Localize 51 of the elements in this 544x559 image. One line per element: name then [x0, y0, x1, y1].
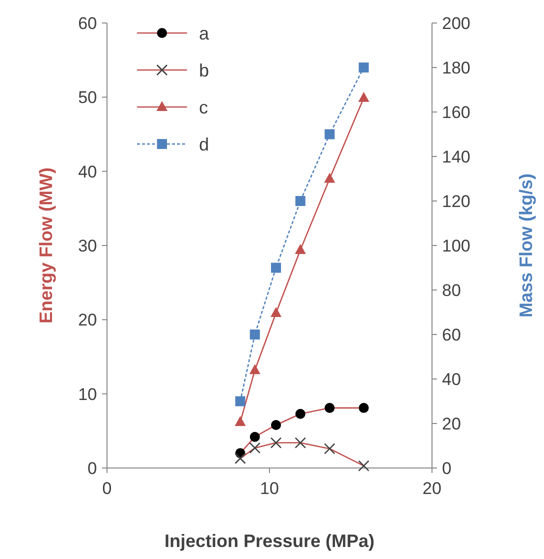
point: [235, 396, 246, 406]
point: [249, 364, 260, 374]
x-tick-label: 20: [422, 479, 442, 498]
point: [324, 172, 336, 183]
point: [271, 262, 281, 273]
point: [270, 437, 282, 448]
y-tick-label: 30: [78, 236, 97, 256]
y-axis-title: Energy Flow (MW): [36, 168, 56, 324]
y2-tick-label: 20: [442, 414, 461, 434]
y2-tick-label: 40: [442, 370, 461, 389]
x-axis-title: Injection Pressure (MPa): [164, 531, 375, 551]
legend-label: c: [199, 97, 208, 118]
point: [324, 443, 336, 454]
point: [294, 437, 306, 448]
legend-label: b: [199, 60, 210, 80]
y2-tick-label: 80: [442, 280, 461, 300]
point: [324, 402, 335, 413]
y2-tick-label: 160: [442, 102, 470, 122]
point: [358, 460, 370, 472]
point: [250, 432, 260, 442]
point: [234, 452, 246, 464]
point: [358, 62, 369, 72]
y2-tick-label: 0: [442, 458, 452, 478]
y-tick-label: 0: [88, 458, 97, 478]
y2-tick-label: 120: [442, 192, 470, 211]
y-tick-label: 50: [78, 88, 97, 108]
y-tick-label: 10: [78, 384, 97, 404]
legend-label: d: [199, 134, 210, 154]
point: [324, 129, 335, 140]
y2-tick-label: 100: [442, 236, 470, 256]
point: [271, 420, 281, 430]
point: [295, 408, 306, 419]
point: [234, 416, 246, 426]
y-tick-label: 40: [78, 162, 97, 182]
y-tick-label: 20: [78, 310, 97, 330]
y2-tick-label: 140: [442, 147, 470, 166]
x-tick-label: 10: [260, 479, 279, 498]
point: [358, 402, 369, 413]
y2-tick-label: 60: [442, 325, 461, 344]
y-tick-label: 60: [78, 14, 97, 33]
point: [358, 92, 370, 102]
y2-tick-label: 200: [442, 14, 470, 33]
point: [270, 306, 282, 317]
y2-axis-title: Mass Flow (kg/s): [516, 173, 536, 318]
point: [295, 196, 306, 206]
point: [294, 244, 306, 254]
y2-tick-label: 180: [442, 58, 470, 78]
x-tick-label: 0: [102, 479, 112, 498]
point: [249, 442, 261, 454]
legend-label: a: [199, 23, 210, 44]
point: [250, 330, 260, 340]
